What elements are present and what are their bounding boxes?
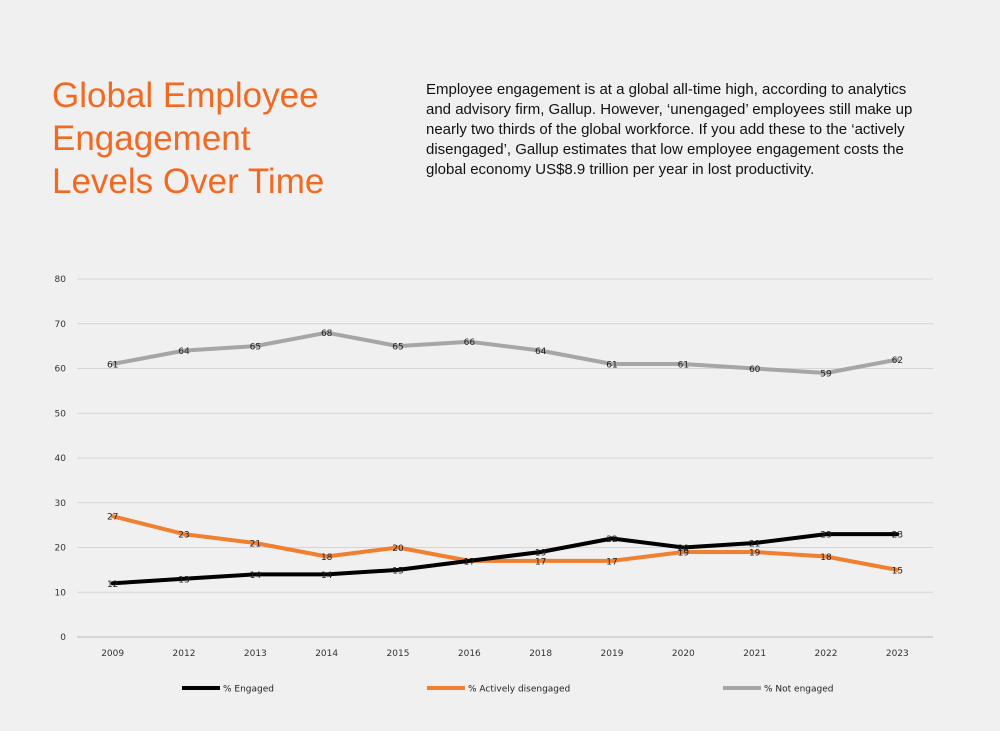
y-tick-label: 10 <box>55 588 67 598</box>
x-tick-label: 2020 <box>672 649 695 659</box>
series-line-actively-disengaged <box>110 514 900 572</box>
x-tick-label: 2022 <box>815 649 838 659</box>
legend-label: % Engaged <box>223 685 274 695</box>
data-label: 17 <box>606 557 617 567</box>
y-tick-label: 20 <box>55 544 67 554</box>
data-label: 65 <box>250 343 261 353</box>
y-tick-label: 60 <box>55 365 67 375</box>
data-label: 14 <box>250 571 262 581</box>
x-tick-label: 2019 <box>601 649 624 659</box>
title-line: Engagement <box>52 119 251 158</box>
data-label: 68 <box>321 329 333 339</box>
data-label: 64 <box>178 347 190 357</box>
data-label: 17 <box>464 557 475 567</box>
y-tick-label: 70 <box>55 320 67 330</box>
chart-gridlines <box>77 278 933 638</box>
data-label: 23 <box>892 531 903 541</box>
data-label: 12 <box>107 580 118 590</box>
data-label: 61 <box>606 361 617 371</box>
x-tick-label: 2015 <box>387 649 410 659</box>
y-tick-label: 30 <box>55 499 67 509</box>
page-title: Global Employee Engagement Levels Over T… <box>52 74 372 203</box>
y-axis-ticks: 0 10 20 30 40 50 60 70 80 <box>55 275 67 643</box>
data-label: 18 <box>820 553 832 563</box>
x-tick-label: 2023 <box>886 649 909 659</box>
data-label: 23 <box>820 531 831 541</box>
data-label: 15 <box>892 566 903 576</box>
x-tick-label: 2014 <box>315 649 338 659</box>
data-label: 20 <box>678 544 690 554</box>
chart-series-lines <box>110 330 900 586</box>
y-tick-label: 0 <box>60 633 66 643</box>
data-label: 66 <box>464 338 476 348</box>
data-label: 62 <box>892 356 903 366</box>
data-label: 21 <box>250 540 261 550</box>
x-tick-label: 2012 <box>173 649 196 659</box>
data-label: 18 <box>321 553 333 563</box>
data-label: 15 <box>392 566 403 576</box>
title-line: Global Employee <box>52 76 319 115</box>
legend-label: % Actively disengaged <box>468 685 570 695</box>
intro-paragraph: Employee engagement is at a global all-t… <box>426 81 913 178</box>
data-label: 13 <box>178 575 189 585</box>
data-label: 64 <box>535 347 547 357</box>
data-label: 65 <box>392 343 403 353</box>
data-label: 23 <box>178 531 189 541</box>
data-label: 60 <box>749 365 761 375</box>
x-tick-label: 2009 <box>101 649 124 659</box>
data-label: 21 <box>749 540 760 550</box>
chart-legend: % Engaged % Actively disengaged % Not enga… <box>182 685 833 695</box>
x-tick-label: 2013 <box>244 649 267 659</box>
x-tick-label: 2018 <box>529 649 552 659</box>
data-label: 20 <box>392 544 404 554</box>
series-line-not-engaged <box>110 330 900 375</box>
x-tick-label: 2016 <box>458 649 481 659</box>
data-label: 19 <box>535 548 547 558</box>
series-line-engaged <box>110 532 900 586</box>
data-label: 19 <box>749 548 761 558</box>
data-label: 59 <box>820 369 832 379</box>
data-label: 14 <box>321 571 333 581</box>
data-label: 22 <box>606 535 617 545</box>
data-label: 17 <box>464 557 475 567</box>
data-label: 61 <box>107 361 118 371</box>
y-tick-label: 80 <box>55 275 67 285</box>
x-axis-ticks: 2009 2012 2013 2014 2015 2016 2018 2019 2020 2021… <box>101 649 909 659</box>
title-line: Levels Over Time <box>52 162 325 201</box>
data-label: 19 <box>678 548 690 558</box>
x-tick-label: 2021 <box>743 649 766 659</box>
data-label: 17 <box>535 557 546 567</box>
y-tick-label: 50 <box>55 409 67 419</box>
data-label: 61 <box>678 361 689 371</box>
legend-label: % Not engaged <box>764 685 833 695</box>
data-label: 27 <box>107 513 118 523</box>
y-tick-label: 40 <box>55 454 67 464</box>
